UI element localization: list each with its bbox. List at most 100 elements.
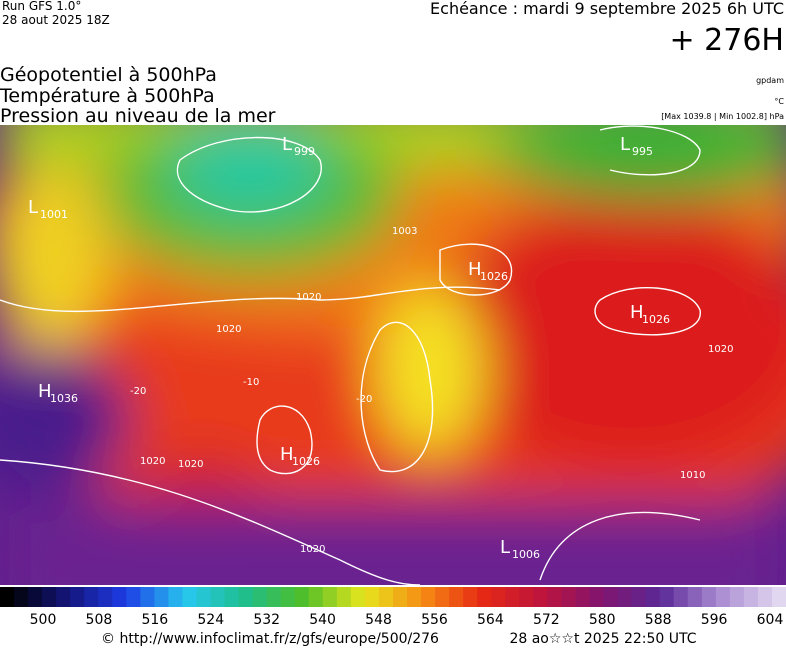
colorbar-swatch bbox=[224, 587, 240, 607]
timestamp: 28 ao☆☆t 2025 22:50 UTC bbox=[509, 631, 696, 647]
contour-label: -20 bbox=[356, 394, 372, 405]
center-value: 1006 bbox=[512, 548, 540, 561]
colorbar-label: 604 bbox=[757, 612, 784, 628]
colorbar-swatch bbox=[196, 587, 212, 607]
center-letter: H bbox=[38, 381, 52, 402]
contour-label: 1020 bbox=[296, 292, 321, 303]
colorbar-swatch bbox=[14, 587, 29, 607]
colorbar-swatch bbox=[757, 587, 773, 607]
colorbar-swatch bbox=[603, 587, 619, 607]
field: Géopotentiel à 500hPa bbox=[0, 64, 217, 86]
colorbar-swatch bbox=[266, 587, 282, 607]
center-letter: L bbox=[282, 134, 292, 155]
colorbar-label: 588 bbox=[645, 612, 672, 628]
colorbar-swatch bbox=[84, 587, 99, 607]
colorbar-swatch bbox=[589, 587, 605, 607]
colorbar-swatch bbox=[70, 587, 85, 607]
colorbar-swatch bbox=[505, 587, 520, 607]
center-value: 995 bbox=[632, 145, 653, 158]
colorbar-swatch bbox=[126, 587, 141, 607]
colorbar-swatch bbox=[701, 587, 717, 607]
colorbar-swatch bbox=[743, 587, 759, 607]
center-value: 1026 bbox=[480, 270, 508, 283]
center-letter: H bbox=[280, 444, 294, 465]
colorbar-swatch bbox=[210, 587, 226, 607]
map bbox=[0, 125, 786, 585]
colorbar-label: 564 bbox=[477, 612, 504, 628]
colorbar-swatch bbox=[715, 587, 731, 607]
colorbar-label: 540 bbox=[309, 612, 336, 628]
contour-label: 1003 bbox=[392, 226, 417, 237]
contour-label: 1020 bbox=[178, 459, 203, 470]
contour-label: 1020 bbox=[216, 324, 241, 335]
colorbar-swatch bbox=[140, 587, 155, 607]
colorbar-swatch bbox=[519, 587, 534, 607]
center-letter: L bbox=[28, 197, 38, 218]
unit: gpdam bbox=[756, 76, 784, 85]
center-value: 1026 bbox=[292, 455, 320, 468]
isobars bbox=[0, 125, 701, 585]
colorbar-swatch bbox=[378, 587, 394, 607]
colorbar-swatch bbox=[168, 587, 183, 607]
colorbar-swatch bbox=[617, 587, 633, 607]
colorbar-swatch bbox=[0, 587, 15, 607]
colorbar-swatch bbox=[533, 587, 548, 607]
colorbar-swatch bbox=[449, 587, 464, 607]
colorbar-label: 508 bbox=[86, 612, 113, 628]
center-letter: L bbox=[620, 134, 630, 155]
colorbar-swatch bbox=[463, 587, 478, 607]
colorbar-swatch bbox=[631, 587, 647, 607]
colorbar-swatch bbox=[645, 587, 661, 607]
colorbar-swatch bbox=[308, 587, 324, 607]
colorbar-swatch bbox=[238, 587, 254, 607]
center-value: 1036 bbox=[50, 392, 78, 405]
colorbar-swatch bbox=[491, 587, 506, 607]
colorbar-swatch bbox=[687, 587, 703, 607]
colorbar-swatch bbox=[280, 587, 296, 607]
colorbar-label: 516 bbox=[141, 612, 168, 628]
colorbar-swatch bbox=[42, 587, 57, 607]
contour-label: -10 bbox=[243, 377, 259, 388]
colorbar-label: 580 bbox=[589, 612, 616, 628]
colorbar-swatch bbox=[729, 587, 745, 607]
colorbar-swatch bbox=[477, 587, 492, 607]
colorbar-label: 500 bbox=[30, 612, 57, 628]
run: Run GFS 1.0° bbox=[2, 0, 81, 13]
contour-label: 1010 bbox=[680, 470, 705, 481]
colorbar-swatch bbox=[561, 587, 576, 607]
colorbar-swatch bbox=[112, 587, 127, 607]
run-date: 28 aout 2025 18Z bbox=[2, 13, 110, 27]
colorbar-label: 596 bbox=[701, 612, 728, 628]
valid-time: Echéance : mardi 9 septembre 2025 6h UTC bbox=[430, 0, 784, 18]
colorbar-swatch bbox=[364, 587, 380, 607]
colorbar-swatch bbox=[294, 587, 310, 607]
colorbar-swatch bbox=[252, 587, 268, 607]
center-letter: H bbox=[468, 259, 482, 280]
colorbar-swatch bbox=[182, 587, 197, 607]
colorbar-swatch bbox=[393, 587, 408, 607]
field: Température à 500hPa bbox=[0, 85, 215, 107]
contour-label: 1020 bbox=[140, 456, 165, 467]
colorbar-label: 556 bbox=[421, 612, 448, 628]
center-letter: H bbox=[630, 302, 644, 323]
colorbar-label: 572 bbox=[533, 612, 560, 628]
lead-time: + 276H bbox=[670, 23, 785, 58]
colorbar-swatch bbox=[407, 587, 422, 607]
contour-label: 1020 bbox=[300, 544, 325, 555]
colorbar-swatch bbox=[435, 587, 450, 607]
center-letter: L bbox=[500, 537, 510, 558]
colorbar-swatch bbox=[673, 587, 689, 607]
source: © http://www.infoclimat.fr/z/gfs/europe/… bbox=[101, 631, 439, 647]
contour-label: 1020 bbox=[708, 344, 733, 355]
colorbar-swatch bbox=[575, 587, 590, 607]
contour-label: -20 bbox=[130, 386, 146, 397]
colorbar-label: 548 bbox=[365, 612, 392, 628]
center-value: 1001 bbox=[40, 208, 68, 221]
unit: °C bbox=[774, 97, 784, 106]
colorbar-swatch bbox=[336, 587, 352, 607]
colorbar-swatch bbox=[28, 587, 43, 607]
colorbar-label: 524 bbox=[197, 612, 224, 628]
unit: [Max 1039.8 | Min 1002.8] hPa bbox=[661, 112, 784, 121]
